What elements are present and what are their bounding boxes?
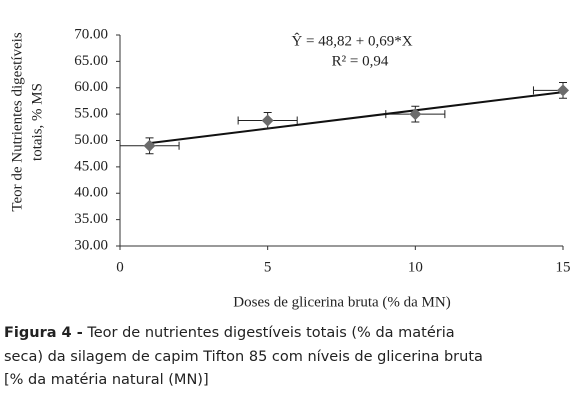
- x-tick-label: 5: [264, 259, 272, 275]
- y-tick-label: 40.00: [74, 185, 108, 201]
- y-tick-label: 65.00: [74, 53, 108, 69]
- point: [261, 114, 274, 127]
- point: [143, 139, 156, 152]
- y-tick-label: 50.00: [74, 132, 108, 148]
- y-tick-label: 60.00: [74, 79, 108, 95]
- y-axis-title: Teor de Nutrientes digestíveis: [9, 32, 25, 211]
- caption: Figura 4 - Teor de nutrientes digestívei…: [4, 325, 455, 341]
- y-tick-label: 35.00: [74, 211, 108, 227]
- r-squared: R² = 0,94: [332, 53, 389, 69]
- y-tick-label: 30.00: [74, 237, 108, 253]
- point: [409, 108, 422, 121]
- x-tick-label: 10: [408, 259, 423, 275]
- point: [557, 84, 569, 97]
- regression-equation: Ŷ = 48,82 + 0,69*X: [291, 32, 412, 49]
- y-tick-label: 55.00: [74, 106, 108, 122]
- y-tick-label: 45.00: [74, 158, 108, 174]
- caption-line: [% da matéria natural (MN)]: [4, 372, 209, 388]
- x-tick-label: 15: [556, 259, 571, 275]
- caption-line: seca) da silagem de capim Tifton 85 com …: [4, 349, 483, 365]
- y-tick-label: 70.00: [74, 26, 108, 42]
- regression-line: [149, 91, 564, 145]
- x-tick-label: 0: [116, 259, 124, 275]
- caption-label: Figura 4 -: [4, 325, 83, 341]
- caption-line: Teor de nutrientes digestíveis totais (%…: [86, 325, 454, 341]
- y-axis-title: totais, % MS: [29, 83, 45, 161]
- x-axis-title: Doses de glicerina bruta (% da MN): [233, 294, 450, 310]
